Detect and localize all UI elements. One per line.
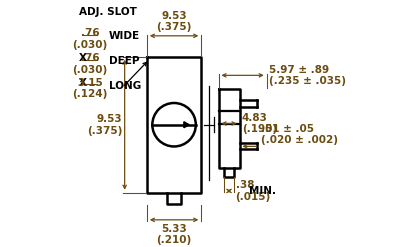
Text: WIDE: WIDE: [109, 31, 140, 41]
Polygon shape: [184, 122, 189, 128]
Text: .38
(.015): .38 (.015): [236, 180, 271, 202]
Text: X: X: [79, 78, 87, 88]
Text: ADJ. SLOT: ADJ. SLOT: [79, 7, 137, 17]
Text: 5.33
(.210): 5.33 (.210): [156, 224, 192, 245]
Text: .76
(.030): .76 (.030): [72, 53, 108, 75]
Text: MIN.: MIN.: [249, 186, 276, 196]
Text: .51 ± .05
(.020 ± .002): .51 ± .05 (.020 ± .002): [260, 124, 338, 145]
Text: .76
(.030): .76 (.030): [72, 28, 108, 50]
Text: 9.53
(.375): 9.53 (.375): [87, 114, 122, 136]
Text: 9.53
(.375): 9.53 (.375): [156, 11, 192, 32]
Text: 5.97 ± .89
(.235 ± .035): 5.97 ± .89 (.235 ± .035): [269, 64, 346, 86]
Text: 4.83
(.190): 4.83 (.190): [242, 113, 277, 134]
Text: X: X: [79, 53, 87, 63]
Text: DEEP: DEEP: [109, 56, 139, 66]
Text: 3.15
(.124): 3.15 (.124): [72, 78, 108, 99]
Text: LONG: LONG: [109, 81, 141, 91]
